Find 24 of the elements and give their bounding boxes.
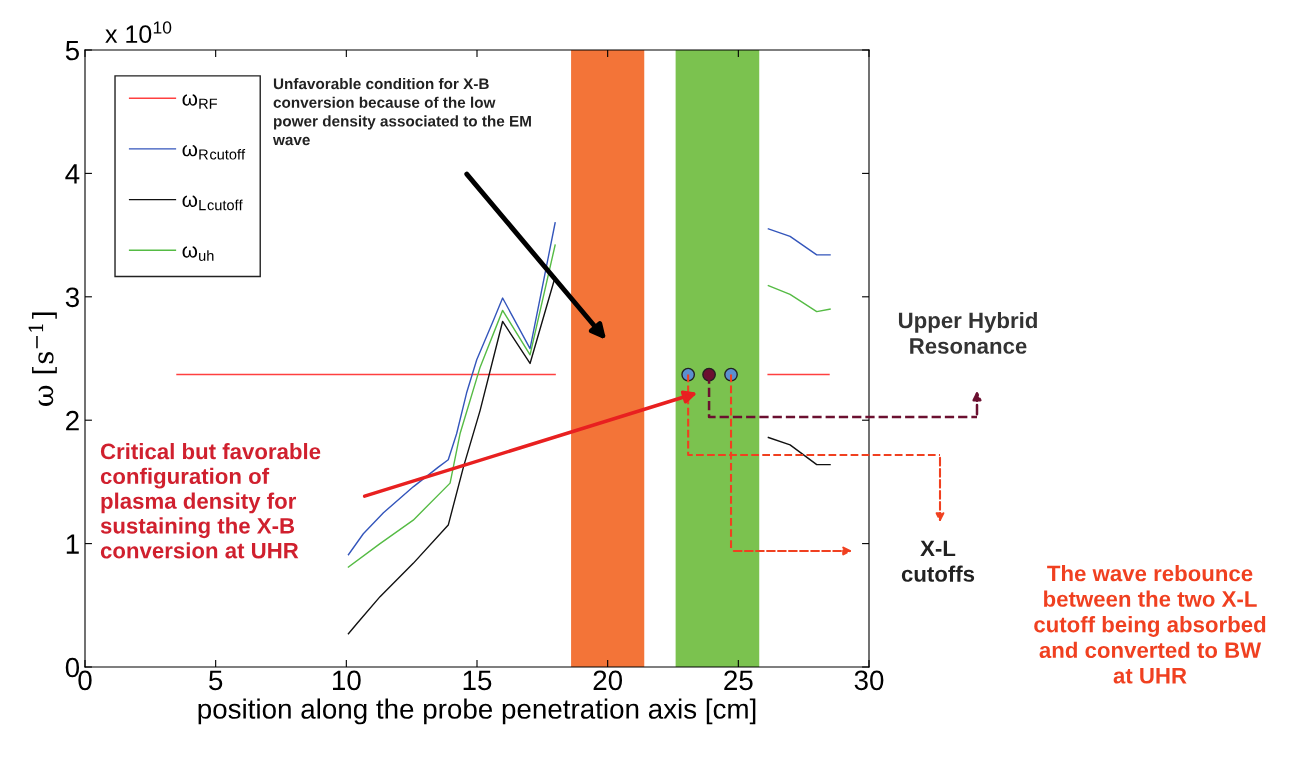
legend-label: ω$_{Rcutoff}$ bbox=[182, 144, 246, 160]
annotation: Critical but favorable configuration of plasma density for sustaining the X-B conversion at UHR bbox=[100, 443, 321, 559]
y-tick-label: 5 bbox=[65, 40, 79, 61]
text: Upper Hybrid Resonance bbox=[898, 312, 1037, 354]
y-tick-label: 0 bbox=[65, 657, 80, 678]
y-tick-label: 2 bbox=[66, 410, 79, 431]
legend-label: ω$_{RF}$ bbox=[182, 94, 217, 109]
x-tick-label: 5 bbox=[209, 670, 223, 691]
y-tick-label: 3 bbox=[65, 287, 79, 308]
x-tick-label: 20 bbox=[593, 670, 623, 691]
text: x 10$^{10}$ bbox=[105, 21, 172, 44]
x-tick-label: 10 bbox=[333, 670, 361, 691]
y-tick-label: 4 bbox=[65, 164, 80, 184]
annotation: Unfavorable condition for X-B conversion because of the low power density associated to the EM wave bbox=[272, 78, 531, 146]
x-tick-label: 25 bbox=[724, 670, 753, 691]
legend-label: ω$_{Lcutoff}$ bbox=[182, 195, 243, 211]
legend-label: ω$_{uh}$ bbox=[182, 246, 214, 261]
x-axis-title: position along the probe penetration axis [cm] bbox=[198, 698, 756, 725]
y-tick-label: 1 bbox=[66, 534, 79, 554]
x-tick-label: 30 bbox=[854, 670, 884, 691]
text: X-L cutoffs bbox=[901, 540, 975, 582]
x-tick-label: 15 bbox=[463, 670, 492, 691]
y-axis-title: ω [s$^{−1}$] bbox=[28, 312, 57, 406]
text: The wave rebounce between the two X-L cutoff being absorbed and converted to BW at UHR bbox=[1034, 565, 1266, 684]
